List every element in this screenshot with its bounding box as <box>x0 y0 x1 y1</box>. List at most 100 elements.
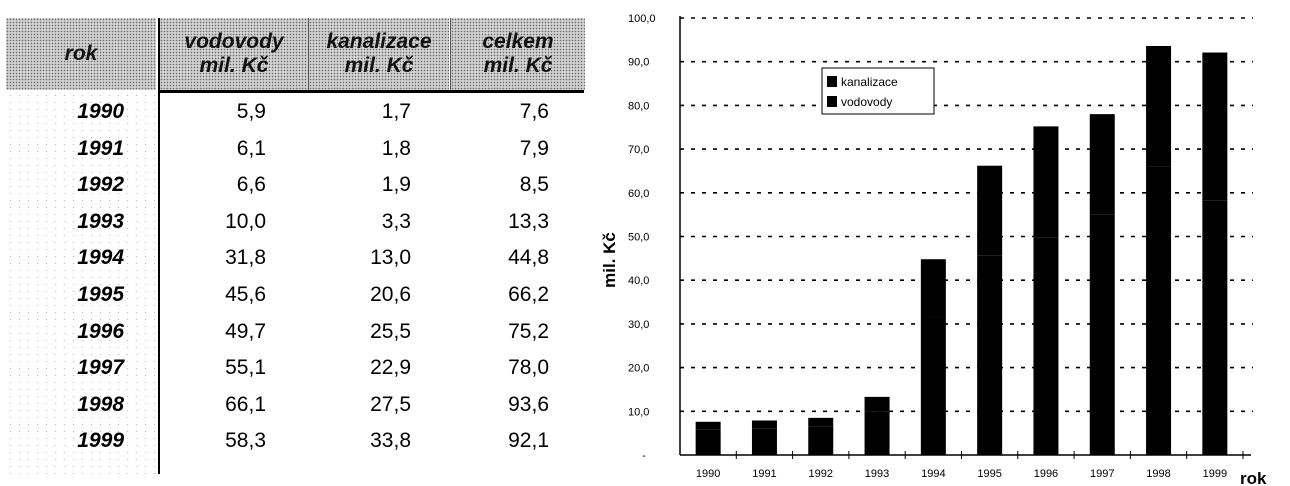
bar-vodovody <box>1202 200 1228 455</box>
legend-label-kanalizace: kanalizace <box>841 75 898 89</box>
header-celkem: celkem mil. Kč <box>450 18 585 90</box>
column-divider <box>158 18 160 474</box>
celkem-cell: 13,3 <box>508 209 549 233</box>
celkem-cell: 8,5 <box>519 173 549 197</box>
x-tick-label: 1993 <box>865 468 889 480</box>
tick-labels: - 10,0 20,0 30,0 40,0 50,0 60,0 70,0 80,0 90,0 100… <box>628 13 1227 480</box>
header-celkem-unit: mil. Kč <box>483 54 553 77</box>
kanalizace-cell: 13,0 <box>370 246 411 270</box>
celkem-cell: 66,2 <box>508 283 549 306</box>
y-tick-label: 50,0 <box>628 232 649 244</box>
bar-kanalizace <box>1089 114 1115 215</box>
year-cell: 1995 <box>77 283 124 306</box>
y-tick-label: 60,0 <box>628 188 649 200</box>
year-cell: 1993 <box>77 209 124 233</box>
bar-vodovody <box>977 255 1003 455</box>
celkem-cell: 7,9 <box>519 136 549 160</box>
grid-lines <box>680 17 1253 413</box>
bars <box>695 45 1228 455</box>
kanalizace-cell: 3,3 <box>381 209 411 233</box>
vodovody-cell: 10,0 <box>225 209 266 233</box>
year-cell: 1996 <box>77 319 124 343</box>
year-cell: 1994 <box>77 246 124 270</box>
header-rok-label: rok <box>64 42 98 65</box>
y-tick-label: 100,0 <box>628 13 656 25</box>
kanalizace-cell: 33,8 <box>370 429 411 453</box>
kanalizace-cell: 27,5 <box>370 392 411 416</box>
legend-swatch <box>827 76 837 87</box>
x-tick-label: 1996 <box>1034 468 1058 480</box>
table-row: 1998 66,1 27,5 93,6 <box>6 387 584 423</box>
y-tick-label: 30,0 <box>628 319 649 331</box>
x-tick-label: 1998 <box>1146 468 1170 480</box>
x-axis-label: rok <box>1240 469 1267 486</box>
y-tick-label: 20,0 <box>628 363 649 375</box>
stacked-bar-chart: - 10,0 20,0 30,0 40,0 50,0 60,0 70,0 80,0 90,0 100… <box>600 13 1267 486</box>
celkem-cell: 78,0 <box>508 356 549 380</box>
table-row: 1991 6,1 1,8 7,9 <box>6 131 584 167</box>
y-tick-label: 70,0 <box>628 144 649 156</box>
table-row: 1999 58,3 33,8 92,1 <box>6 423 584 459</box>
vodovody-cell: 6,6 <box>236 173 266 197</box>
x-tick-label: 1997 <box>1090 468 1114 480</box>
header-vodovody-unit: mil. Kč <box>199 54 269 77</box>
legend-box <box>821 67 935 115</box>
header-kanalizace-unit: mil. Kč <box>344 54 414 77</box>
celkem-cell: 7,6 <box>519 100 549 123</box>
bar-vodovody <box>1146 166 1172 455</box>
table-header: rok vodovody mil. Kč kanalizace mil. Kč … <box>6 18 585 92</box>
vodovody-cell: 49,7 <box>225 319 266 343</box>
year-cell: 1998 <box>77 392 124 416</box>
bar-vodovody <box>920 316 946 455</box>
table-row: 1996 49,7 25,5 75,2 <box>6 314 584 350</box>
bar-kanalizace <box>977 165 1003 256</box>
bar-kanalizace <box>920 259 946 317</box>
vodovody-cell: 55,1 <box>225 356 266 380</box>
y-tick-label: 80,0 <box>628 100 649 112</box>
table-row: 1992 6,6 1,9 8,5 <box>6 167 584 203</box>
bar-vodovody <box>1089 214 1115 455</box>
kanalizace-cell: 25,5 <box>370 319 411 343</box>
bar-vodovody <box>695 429 721 455</box>
vodovody-cell: 6,1 <box>236 136 266 160</box>
year-cell: 1990 <box>77 100 124 123</box>
data-table: rok vodovody mil. Kč kanalizace mil. Kč … <box>6 18 585 474</box>
table-row: 1997 55,1 22,9 78,0 <box>6 350 584 386</box>
vodovody-cell: 31,8 <box>225 246 266 270</box>
x-tick-label: 1995 <box>977 468 1001 480</box>
table-row: 1990 5,9 1,7 7,6 <box>6 94 584 130</box>
table-row: 1995 45,6 20,6 66,2 <box>6 277 584 313</box>
x-tick-label: 1991 <box>752 468 776 480</box>
table-row: 1994 31,8 13,0 44,8 <box>6 240 584 276</box>
kanalizace-cell: 1,9 <box>381 173 411 197</box>
kanalizace-cell: 1,7 <box>381 100 411 123</box>
x-tick-label: 1990 <box>696 468 720 480</box>
vodovody-cell: 58,3 <box>225 429 266 453</box>
bar-kanalizace <box>1146 45 1172 167</box>
bar-vodovody <box>808 426 834 455</box>
vodovody-cell: 45,6 <box>225 283 266 306</box>
header-kanalizace: kanalizace mil. Kč <box>308 18 449 90</box>
legend-swatch <box>827 96 837 107</box>
x-tick-label: 1994 <box>921 468 945 480</box>
celkem-cell: 93,6 <box>508 392 549 416</box>
header-divider <box>158 90 584 93</box>
bar-kanalizace <box>808 417 834 427</box>
y-tick-label: 40,0 <box>628 275 649 287</box>
x-tick-label: 1992 <box>809 468 833 480</box>
kanalizace-cell: 20,6 <box>370 283 411 306</box>
celkem-cell: 92,1 <box>508 429 549 453</box>
year-cell: 1991 <box>77 136 124 160</box>
x-tick-label: 1999 <box>1203 468 1227 480</box>
y-axis-label: mil. Kč <box>600 232 619 288</box>
year-cell: 1997 <box>77 356 124 380</box>
legend: kanalizace vodovody <box>821 67 935 115</box>
bar-kanalizace <box>1202 52 1228 201</box>
vodovody-cell: 5,9 <box>236 100 266 123</box>
bar-kanalizace <box>751 420 777 429</box>
year-column-shading <box>6 92 156 474</box>
vodovody-cell: 66,1 <box>225 392 266 416</box>
legend-label-vodovody: vodovody <box>841 95 892 109</box>
year-cell: 1999 <box>77 429 124 453</box>
kanalizace-cell: 22,9 <box>370 356 411 380</box>
